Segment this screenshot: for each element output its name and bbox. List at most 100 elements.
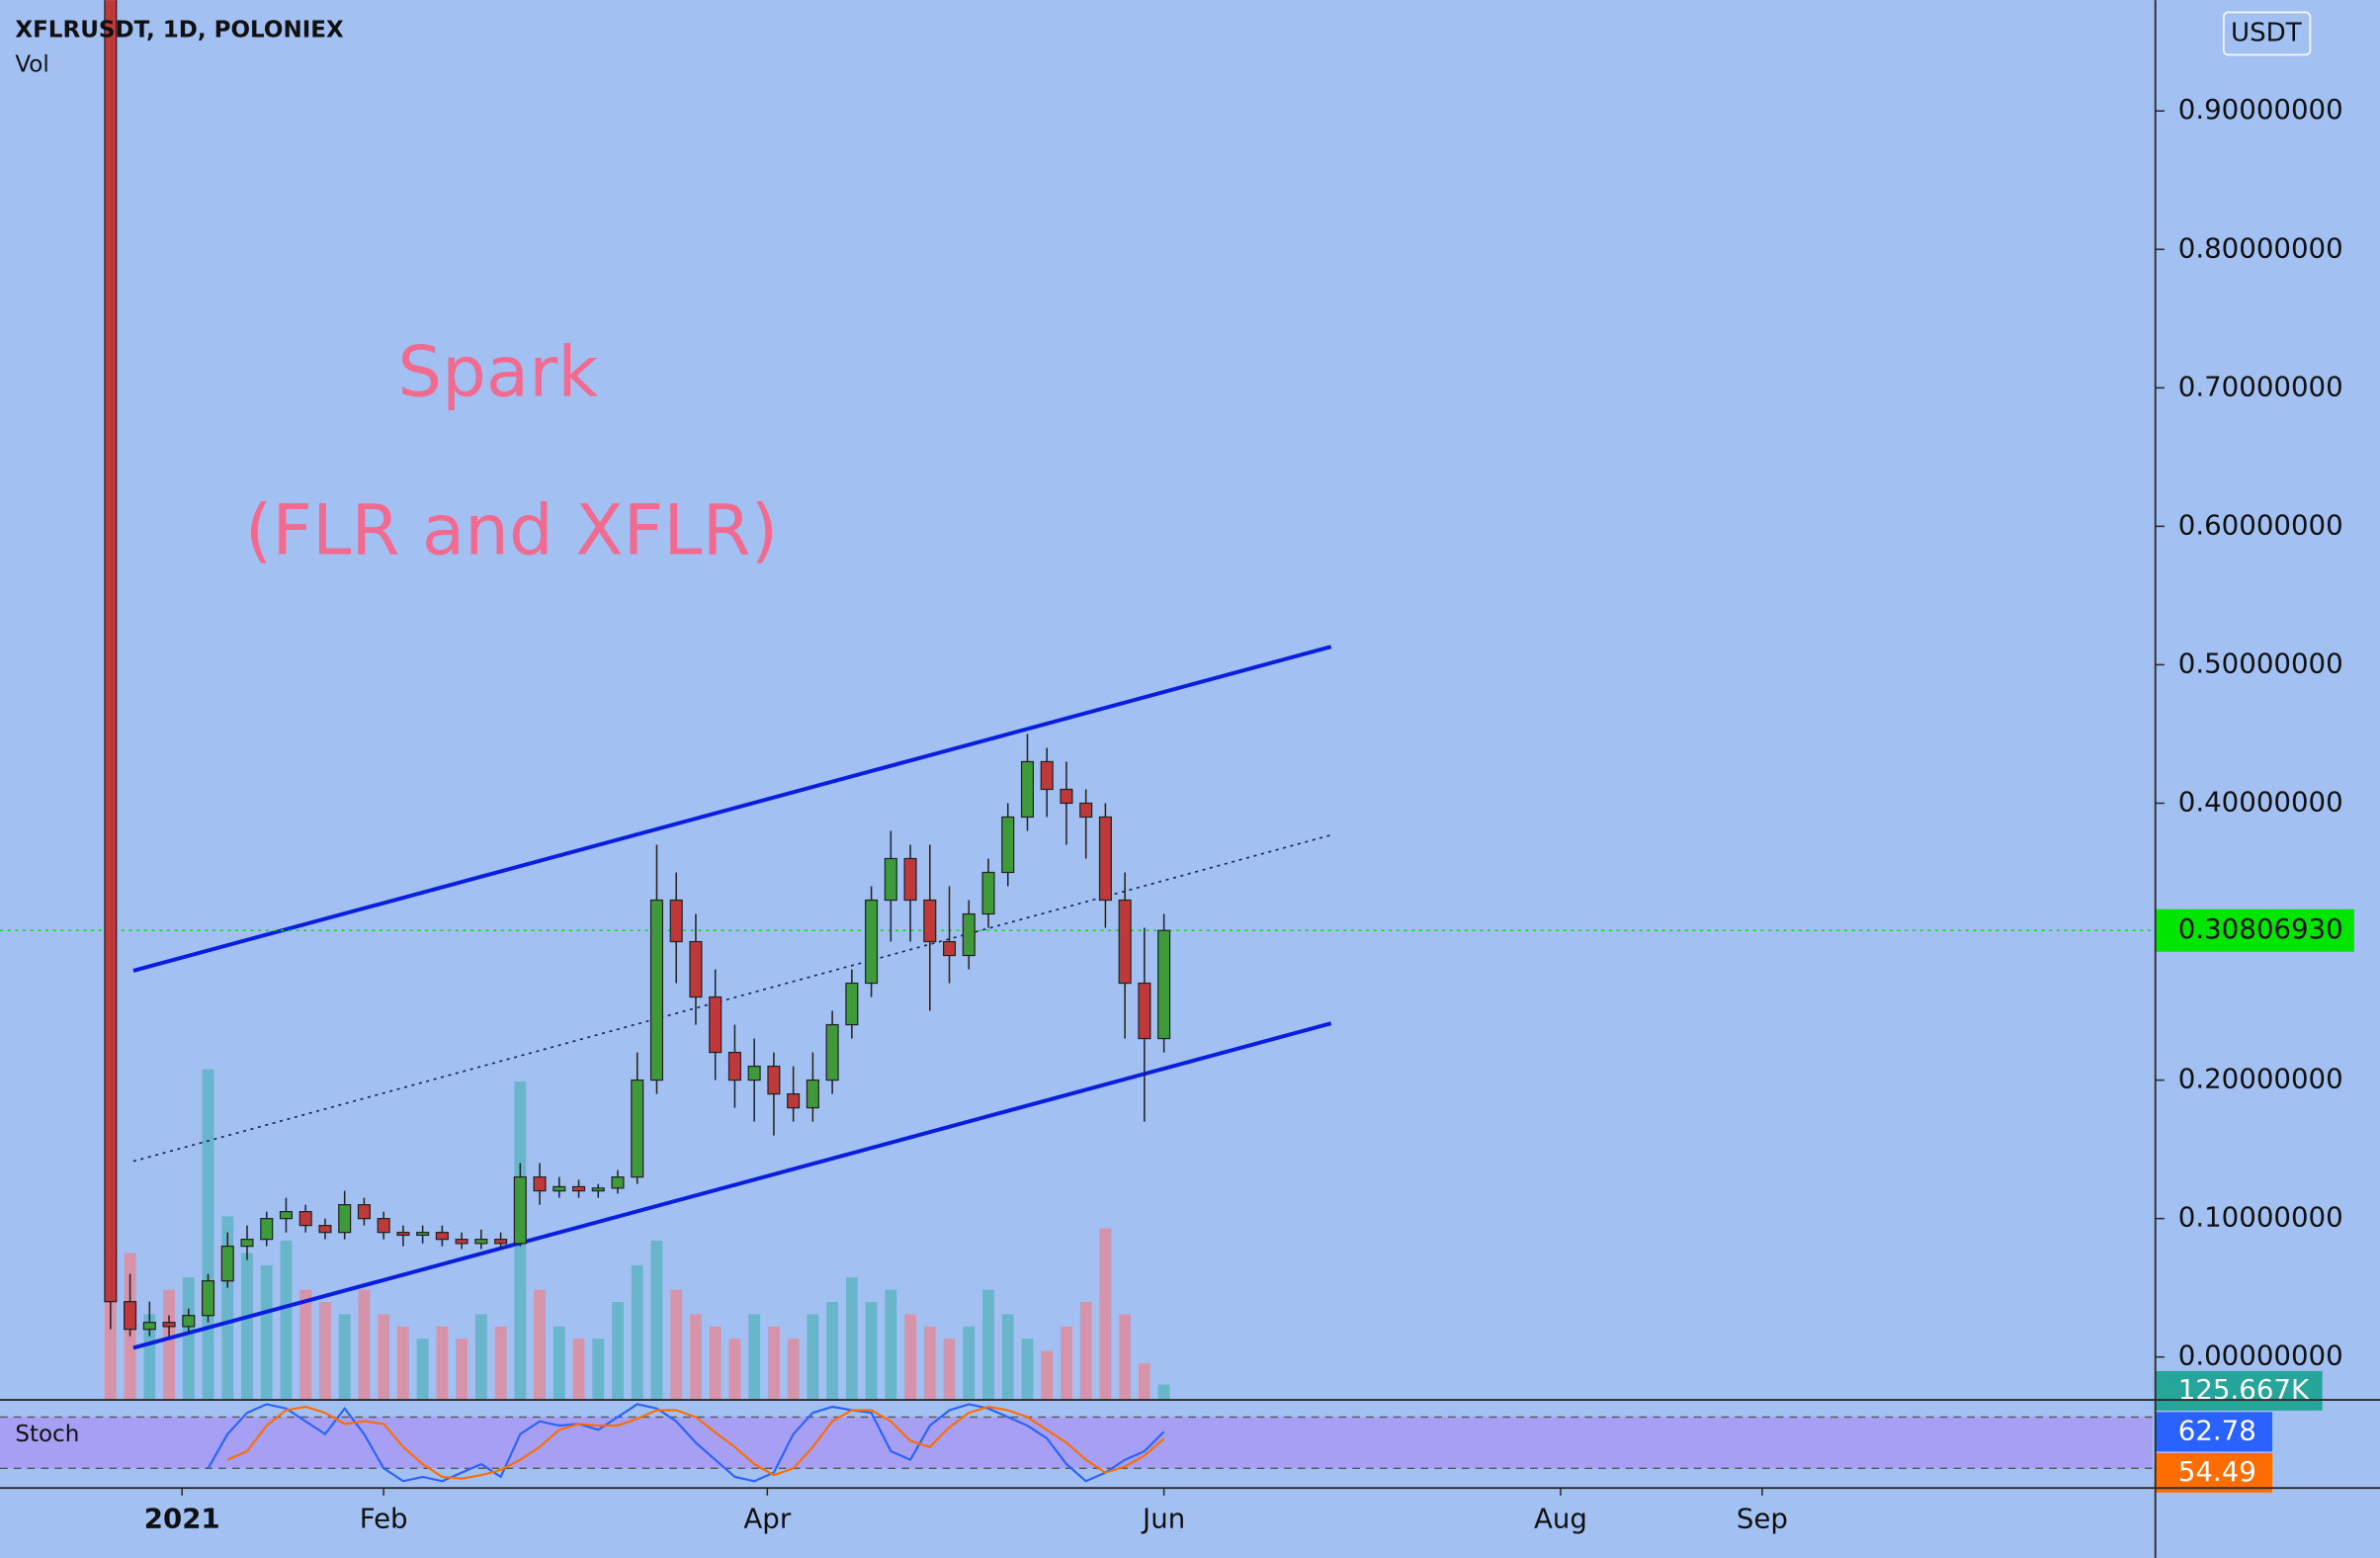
volume-bar bbox=[709, 1326, 722, 1401]
candle-body bbox=[825, 1023, 839, 1082]
candle-body bbox=[220, 1246, 234, 1282]
candle-body bbox=[240, 1239, 254, 1248]
volume-box bbox=[2155, 1370, 2323, 1411]
candle-body bbox=[942, 940, 957, 957]
trend-line bbox=[132, 1021, 1332, 1350]
stoch-value-label: 62.78 bbox=[2178, 1414, 2256, 1446]
volume-layer bbox=[104, 1069, 1170, 1401]
annotation: Spark bbox=[397, 331, 598, 413]
candle-body bbox=[142, 1322, 156, 1331]
volume-bar bbox=[1001, 1314, 1014, 1401]
volume-bar bbox=[631, 1264, 643, 1401]
trend-line bbox=[132, 645, 1332, 973]
volume-bar bbox=[690, 1314, 702, 1401]
candle-body bbox=[162, 1322, 176, 1328]
annotation: (FLR and XFLR) bbox=[245, 488, 778, 570]
y-tick-label: 0.50000000 bbox=[2178, 647, 2343, 679]
volume-bar bbox=[280, 1241, 293, 1401]
symbol-title: XFLRUSDT, 1D, POLONIEX bbox=[15, 17, 344, 43]
candle-body bbox=[962, 912, 976, 957]
x-tick-label: Jun bbox=[1141, 1502, 1185, 1534]
currency[interactable]: USDT bbox=[2231, 18, 2303, 47]
volume-bar bbox=[728, 1339, 741, 1401]
candle-body bbox=[182, 1315, 196, 1328]
candle-body bbox=[416, 1232, 430, 1237]
volume-bar bbox=[456, 1339, 468, 1401]
x-tick-label: 2021 bbox=[144, 1502, 220, 1534]
candle-body bbox=[865, 899, 879, 985]
volume-bar bbox=[396, 1326, 409, 1401]
volume-bar bbox=[163, 1289, 175, 1401]
candle-body bbox=[1138, 982, 1151, 1040]
candle-body bbox=[1020, 760, 1035, 819]
y-tick-label: 0.00000000 bbox=[2178, 1340, 2343, 1372]
candle-body bbox=[571, 1185, 586, 1192]
candle-body bbox=[1079, 802, 1093, 819]
y-tick-label: 0.80000000 bbox=[2178, 231, 2343, 264]
volume-bar bbox=[1099, 1228, 1112, 1401]
candle-body bbox=[767, 1065, 781, 1095]
volume-bar bbox=[299, 1289, 312, 1401]
volume-bar bbox=[826, 1301, 839, 1401]
candle-body bbox=[357, 1204, 371, 1220]
candle-body bbox=[631, 1079, 644, 1178]
trend-line bbox=[132, 833, 1331, 1163]
candle-body bbox=[1001, 816, 1015, 874]
volume-bar bbox=[1041, 1350, 1054, 1401]
candle-body bbox=[727, 1051, 741, 1082]
x-tick-label: Sep bbox=[1737, 1502, 1788, 1534]
stoch-title: Stoch bbox=[15, 1422, 79, 1447]
volume-bar bbox=[904, 1314, 916, 1401]
volume-bar bbox=[592, 1339, 605, 1401]
candle-body bbox=[494, 1239, 508, 1245]
candle-body bbox=[787, 1092, 801, 1109]
volume-bar bbox=[338, 1314, 351, 1401]
volume-bar bbox=[474, 1314, 487, 1401]
candle-body bbox=[513, 1176, 527, 1245]
currency-box[interactable] bbox=[2222, 11, 2312, 56]
volume-bar bbox=[1021, 1339, 1034, 1401]
candle-body bbox=[747, 1065, 761, 1082]
volume-bar bbox=[885, 1289, 897, 1401]
candle-body bbox=[1157, 929, 1171, 1040]
candle-body bbox=[474, 1239, 488, 1245]
candle-body bbox=[903, 857, 917, 902]
volume-bar bbox=[982, 1289, 994, 1401]
volume-bar bbox=[202, 1069, 214, 1401]
y-tick-label: 0.60000000 bbox=[2178, 508, 2343, 541]
volume-bar bbox=[494, 1326, 507, 1401]
candle-body bbox=[435, 1232, 449, 1241]
volume-bar bbox=[1079, 1301, 1092, 1401]
candle-body bbox=[884, 857, 897, 902]
candle-body bbox=[298, 1211, 312, 1227]
candle-body bbox=[552, 1185, 566, 1192]
candle-body bbox=[689, 940, 703, 998]
stoch-line bbox=[207, 1403, 1165, 1483]
candle-body bbox=[649, 899, 664, 1082]
volume-bar bbox=[1138, 1362, 1150, 1401]
volume-bar bbox=[572, 1339, 585, 1401]
volume-bar bbox=[612, 1301, 624, 1401]
x-tick-label: Aug bbox=[1534, 1502, 1587, 1534]
volume-bar bbox=[319, 1301, 331, 1401]
y-tick-label: 0.90000000 bbox=[2178, 93, 2343, 126]
stoch-line bbox=[226, 1405, 1165, 1480]
candle-body bbox=[377, 1218, 390, 1234]
volume-bar bbox=[943, 1339, 956, 1401]
volume-bar bbox=[358, 1289, 371, 1401]
volume-bar bbox=[436, 1326, 449, 1401]
volume-bar bbox=[241, 1253, 253, 1401]
candle-body bbox=[104, 0, 118, 1303]
x-tick-label: Apr bbox=[743, 1502, 791, 1534]
x-tick-label: Feb bbox=[360, 1502, 408, 1534]
volume-bar bbox=[767, 1326, 780, 1401]
volume-bar bbox=[923, 1326, 936, 1401]
y-tick-label: 0.70000000 bbox=[2178, 370, 2343, 402]
last-price-label: 0.30806930 bbox=[2178, 912, 2343, 945]
candle-body bbox=[396, 1232, 410, 1237]
candle-body bbox=[591, 1187, 605, 1192]
candle-body bbox=[709, 995, 722, 1054]
axis-layer: 0.000000000.100000000.200000000.30000000… bbox=[144, 93, 2354, 1534]
stoch-value-label: 54.49 bbox=[2178, 1455, 2256, 1488]
